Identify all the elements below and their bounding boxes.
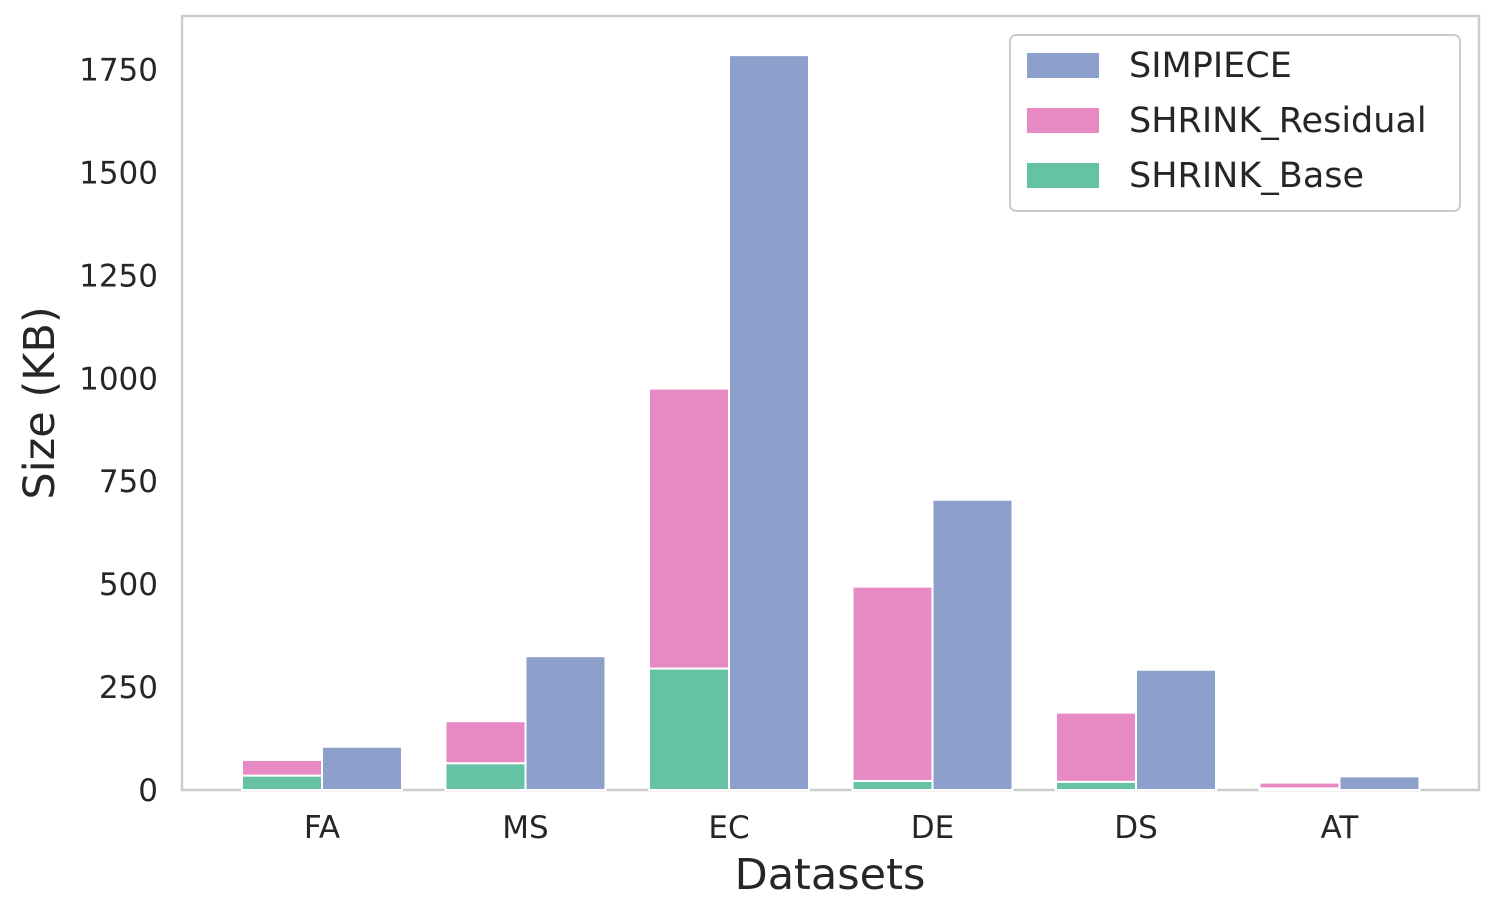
bar-simpiece-ds [1135, 668, 1217, 791]
bar-shrink-base-ms [444, 762, 527, 792]
bar-shrink-residual-at [1258, 781, 1341, 790]
y-tick-label: 1500 [79, 155, 158, 191]
x-axis-ticks: FA MS EC DE DS AT [304, 810, 1360, 846]
legend-label-shrink-residual: SHRINK_Residual [1129, 101, 1427, 141]
bar-simpiece-ec [728, 54, 810, 792]
y-tick-label: 1000 [79, 361, 158, 397]
legend-frame [1009, 34, 1461, 212]
bar-simpiece-at [1338, 775, 1421, 791]
legend-swatch-shrink-residual [1027, 108, 1099, 133]
x-tick-label: DS [1114, 810, 1158, 846]
y-tick-label: 1250 [79, 258, 158, 294]
bar-shrink-residual-ec [648, 387, 730, 670]
bar-shrink-base-de [851, 779, 934, 792]
x-tick-label: FA [304, 810, 340, 846]
y-tick-label: 0 [138, 773, 158, 809]
bar-simpiece-fa [321, 745, 403, 792]
y-tick-label: 250 [99, 670, 158, 706]
y-axis-label: Size (KB) [15, 306, 65, 499]
legend-swatch-shrink-base [1027, 163, 1099, 188]
y-axis-ticks: 0 250 500 750 1000 1250 1500 1750 [79, 53, 158, 809]
bar-shrink-residual-ms [444, 720, 527, 765]
bars-group [241, 54, 1421, 792]
legend-swatch-simpiece [1027, 53, 1099, 78]
x-tick-label: DE [911, 810, 954, 846]
bar-shrink-base-ec [648, 667, 730, 791]
bar-simpiece-de [931, 498, 1014, 791]
x-tick-label: EC [708, 810, 749, 846]
legend-label-shrink-base: SHRINK_Base [1129, 156, 1364, 196]
bar-shrink-residual-ds [1055, 711, 1137, 783]
bar-shrink-residual-fa [241, 758, 323, 777]
bar-shrink-base-fa [241, 774, 323, 792]
x-tick-label: AT [1321, 810, 1360, 846]
bar-simpiece-ms [524, 655, 607, 792]
x-axis-label: Datasets [735, 850, 926, 900]
bar-shrink-residual-de [851, 585, 934, 782]
legend: SIMPIECE SHRINK_Residual SHRINK_Base [1009, 34, 1461, 212]
y-tick-label: 500 [99, 567, 158, 603]
legend-label-simpiece: SIMPIECE [1129, 46, 1292, 86]
y-tick-label: 1750 [79, 53, 158, 89]
y-tick-label: 750 [99, 464, 158, 500]
bar-shrink-base-ds [1055, 780, 1137, 791]
x-tick-label: MS [502, 810, 548, 846]
